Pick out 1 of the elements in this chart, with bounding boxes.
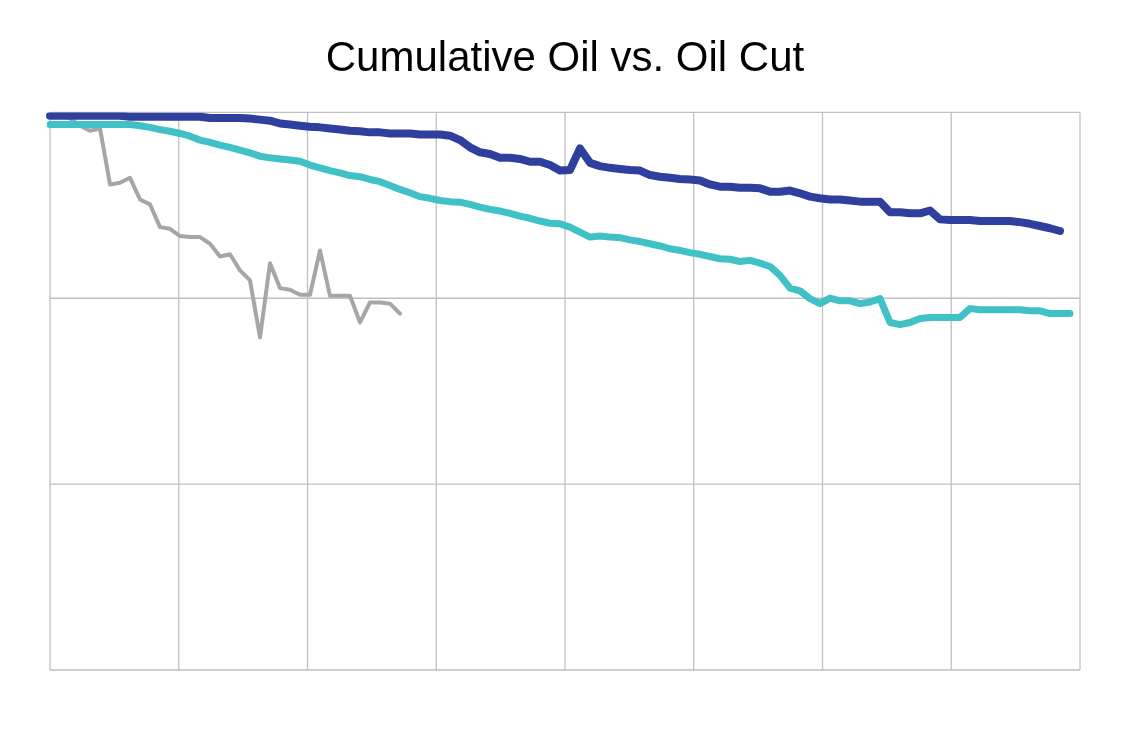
chart-title: Cumulative Oil vs. Oil Cut [325, 32, 805, 80]
